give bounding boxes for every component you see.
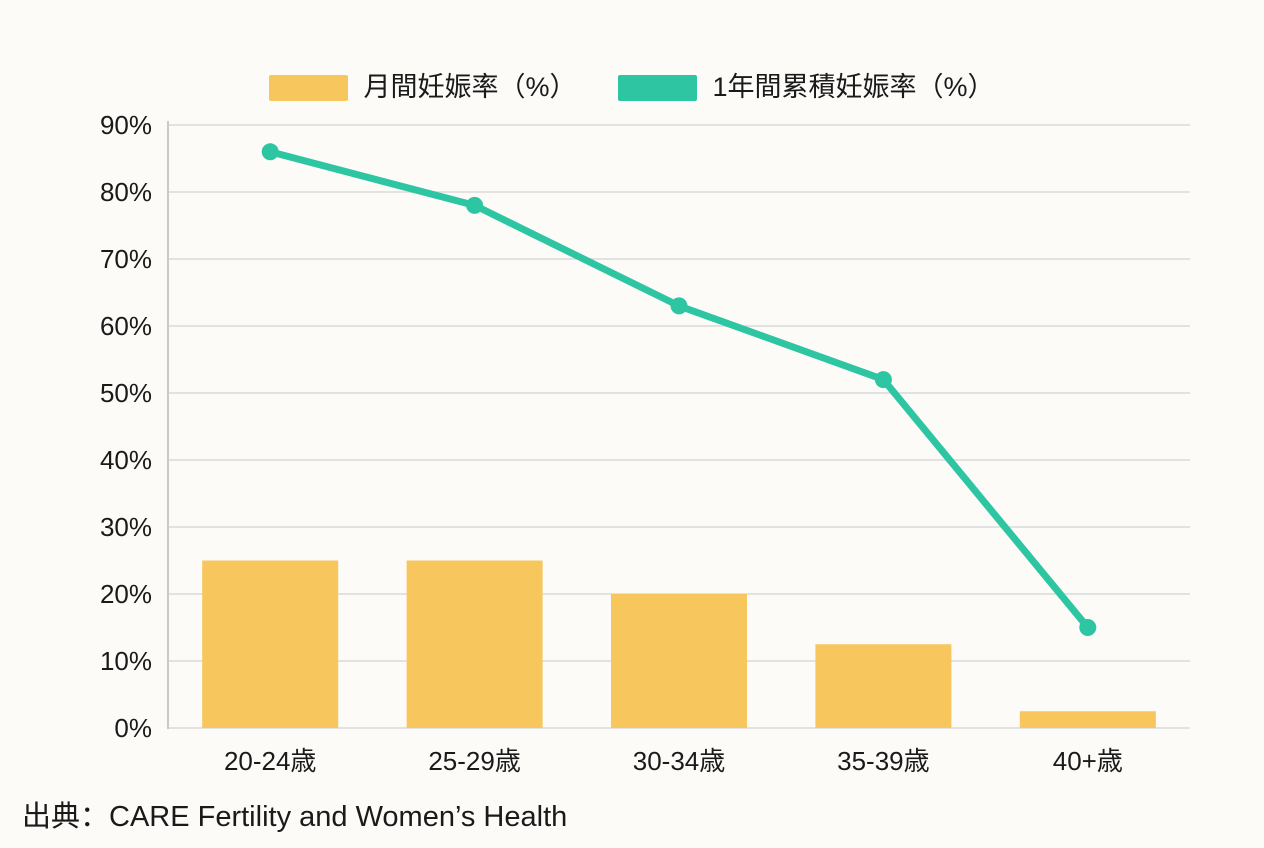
bar-2 bbox=[611, 594, 747, 728]
y-tick-label: 10% bbox=[100, 646, 152, 676]
legend-item-cumulative-rate: 1年間累積妊娠率（%） bbox=[618, 72, 995, 102]
y-tick-label: 40% bbox=[100, 445, 152, 475]
y-tick-label: 60% bbox=[100, 311, 152, 341]
pregnancy-rate-chart: 0% 10% 20% 30% 40% 50% 60% 70% 80% 90% 20-24歳 25-29… bbox=[100, 110, 1190, 776]
bar-3 bbox=[815, 644, 952, 728]
source-note: 出典：CARE Fertility and Women’s Health bbox=[22, 801, 568, 833]
y-tick-label: 80% bbox=[100, 177, 152, 207]
y-tick-label: 30% bbox=[100, 512, 152, 542]
line-point-4 bbox=[1079, 619, 1097, 636]
x-axis-label-1: 25-29歳 bbox=[428, 746, 521, 776]
y-tick-label: 50% bbox=[100, 378, 152, 408]
bar-1 bbox=[406, 560, 543, 728]
x-axis-label-0: 20-24歳 bbox=[224, 746, 317, 776]
line-point-2 bbox=[670, 297, 688, 315]
line-point-0 bbox=[261, 143, 279, 161]
legend-swatch-monthly-rate bbox=[269, 74, 349, 101]
x-axis-label-2: 30-34歳 bbox=[633, 746, 726, 776]
y-tick-label: 0% bbox=[114, 713, 152, 743]
bar-4 bbox=[1019, 711, 1156, 728]
line-series bbox=[266, 148, 1092, 631]
x-axis-label-3: 35-39歳 bbox=[837, 746, 930, 776]
y-tick-label: 90% bbox=[100, 110, 152, 140]
bar-0 bbox=[202, 560, 339, 728]
x-axis-label-4: 40+歳 bbox=[1053, 746, 1123, 776]
legend-swatch-cumulative-rate bbox=[618, 74, 698, 101]
legend-label-cumulative-rate: 1年間累積妊娠率（%） bbox=[712, 72, 995, 102]
chart-legend: 月間妊娠率（%） 1年間累積妊娠率（%） bbox=[0, 74, 1264, 101]
line-point-1 bbox=[466, 196, 484, 214]
legend-item-monthly-rate: 月間妊娠率（%） bbox=[269, 74, 576, 101]
line-point-3 bbox=[874, 371, 892, 389]
y-tick-label: 70% bbox=[100, 244, 152, 274]
y-tick-label: 20% bbox=[100, 579, 152, 609]
legend-label-monthly-rate: 月間妊娠率（%） bbox=[363, 72, 577, 102]
